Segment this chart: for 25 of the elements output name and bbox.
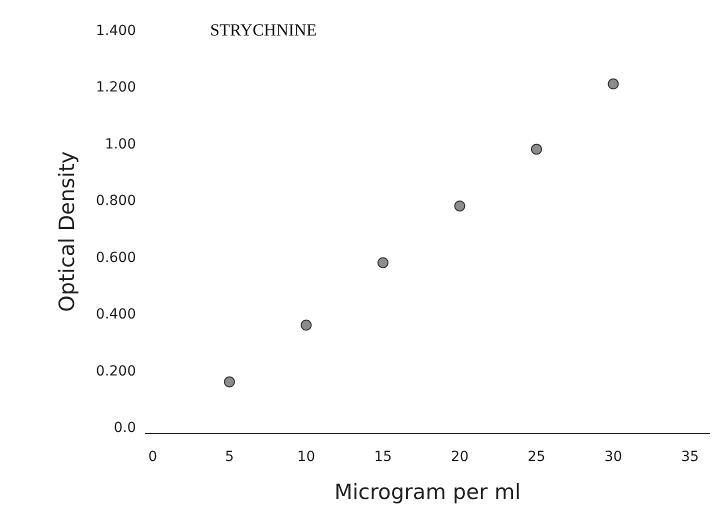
y-tick-label: 0.800 <box>96 193 136 210</box>
point <box>608 78 619 90</box>
x-tick-label: 0 <box>148 448 158 465</box>
chart-title: STRYCHNINE <box>210 20 317 40</box>
y-tick-label: 1.400 <box>96 22 136 39</box>
y-tick-label: 0.200 <box>96 363 136 380</box>
y-tick-label: 1.200 <box>96 80 136 96</box>
y-axis-title: Optical Density <box>55 151 80 312</box>
x-tick-label: 5 <box>224 448 234 465</box>
y-tick-label: 0.0 <box>114 420 136 436</box>
x-tick-label: 15 <box>374 448 392 465</box>
point <box>224 376 235 388</box>
x-tick-label: 35 <box>681 448 699 465</box>
x-tick-label: 30 <box>604 448 622 465</box>
x-tick-label: 25 <box>528 448 546 465</box>
y-tick-label: 0.600 <box>96 250 136 266</box>
point <box>300 320 312 331</box>
y-tick-label: 1.00 <box>104 136 136 152</box>
point <box>531 144 542 155</box>
y-tick-label: 0.400 <box>96 306 136 323</box>
x-tick-label: 10 <box>297 448 316 465</box>
x-tick-label: 20 <box>450 448 469 465</box>
point <box>377 257 388 268</box>
point <box>454 200 466 212</box>
x-axis-title: Microgram per ml <box>334 480 521 504</box>
